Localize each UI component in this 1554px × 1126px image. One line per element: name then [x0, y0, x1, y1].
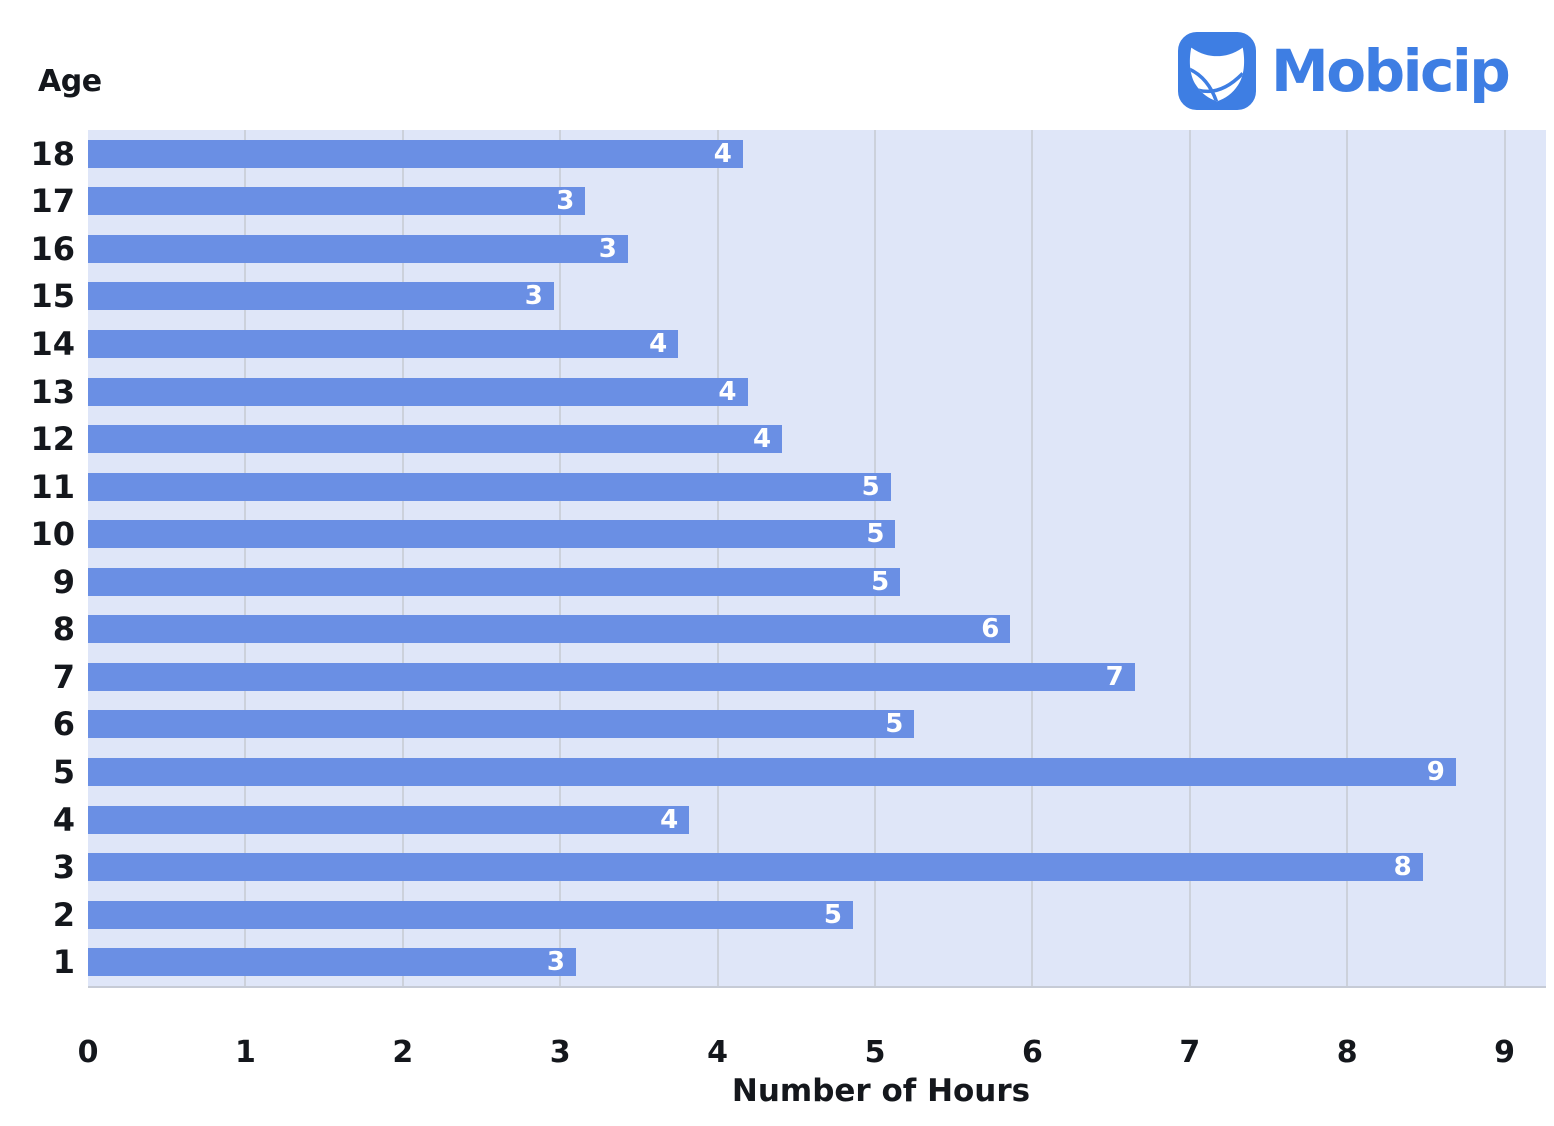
mobicip-wordmark: Mobicip: [1271, 37, 1511, 105]
y-tick-label-10: 10: [30, 515, 75, 554]
bar-age-16: 3: [88, 233, 628, 264]
gridline-5: [874, 130, 876, 986]
y-tick-label-8: 8: [52, 610, 75, 649]
bar-value-label: 4: [713, 138, 732, 169]
x-tick-label-1: 1: [234, 1035, 256, 1070]
x-tick-label-6: 6: [1021, 1035, 1043, 1070]
x-tick-label-7: 7: [1179, 1035, 1201, 1070]
gridline-8: [1346, 130, 1349, 986]
x-tick-label-9: 9: [1494, 1035, 1516, 1070]
mobicip-logo: Mobicip: [1178, 32, 1511, 110]
bar-value-label: 3: [598, 233, 617, 264]
bar-value-label: 8: [1393, 852, 1412, 883]
bar-value-label: 9: [1426, 757, 1445, 787]
gridline-4: [716, 130, 719, 986]
bar-age-14: 4: [88, 329, 679, 359]
y-tick-label-2: 2: [52, 895, 75, 934]
bar-value-label: 4: [718, 376, 737, 407]
bar-value-label: 6: [981, 614, 1000, 645]
bar-age-12: 4: [88, 424, 783, 455]
bar-age-17: 3: [88, 186, 586, 217]
bar-value-label: 4: [649, 329, 668, 359]
y-tick-label-18: 18: [30, 134, 75, 173]
bar-value-label: 4: [660, 804, 679, 835]
bar-age-15: 3: [88, 281, 554, 312]
bar-age-9: 5: [88, 566, 901, 597]
bar-value-label: 3: [524, 281, 543, 312]
mobicip-shield-icon: [1178, 32, 1256, 110]
x-tick-label-4: 4: [707, 1035, 729, 1070]
gridline-9: [1503, 130, 1506, 986]
bar-value-label: 5: [861, 471, 880, 502]
x-tick-label-2: 2: [392, 1035, 414, 1070]
gridline-1: [244, 130, 247, 986]
bar-age-1: 3: [88, 947, 576, 978]
y-tick-label-15: 15: [30, 277, 75, 316]
bar-age-6: 5: [88, 709, 915, 740]
bar-age-5: 9: [88, 758, 1456, 786]
y-tick-label-13: 13: [30, 372, 75, 411]
x-axis-title: Number of Hours: [731, 1073, 1031, 1109]
y-tick-label-14: 14: [30, 324, 75, 363]
bar-value-label: 4: [753, 424, 772, 455]
bar-value-label: 5: [871, 566, 890, 597]
gridline-7: [1188, 130, 1191, 986]
y-tick-label-11: 11: [30, 467, 75, 506]
bar-age-8: 6: [88, 614, 1011, 645]
x-tick-label-8: 8: [1336, 1035, 1358, 1070]
y-tick-label-4: 4: [52, 800, 75, 839]
y-tick-label-9: 9: [52, 562, 75, 601]
x-tick-label-3: 3: [549, 1035, 571, 1070]
bar-value-label: 7: [1105, 661, 1124, 692]
y-tick-label-17: 17: [30, 182, 75, 221]
bar-age-18: 4: [88, 138, 743, 169]
y-tick-label-7: 7: [52, 657, 75, 696]
gridline-6: [1031, 130, 1034, 986]
x-tick-label-5: 5: [864, 1035, 886, 1070]
gridline-3: [559, 130, 562, 986]
bar-age-10: 5: [88, 519, 896, 550]
bar-value-label: 3: [556, 186, 575, 217]
y-tick-label-16: 16: [30, 229, 75, 268]
bar-age-7: 7: [88, 661, 1135, 692]
bar-age-11: 5: [88, 471, 891, 502]
bar-age-13: 4: [88, 376, 748, 407]
bar-value-label: 3: [546, 947, 565, 978]
y-tick-label-12: 12: [30, 420, 75, 459]
bar-age-3: 8: [88, 852, 1423, 883]
bar-value-label: 5: [885, 709, 904, 740]
bar-value-label: 5: [866, 519, 885, 550]
bar-age-4: 4: [88, 804, 690, 835]
bar-age-2: 5: [88, 899, 853, 930]
y-tick-label-1: 1: [52, 943, 75, 982]
x-tick-label-0: 0: [77, 1035, 99, 1070]
y-axis-title: Age: [38, 64, 102, 99]
y-tick-label-6: 6: [52, 705, 75, 744]
gridline-2: [401, 130, 404, 986]
y-tick-label-3: 3: [52, 848, 75, 887]
y-tick-label-5: 5: [52, 752, 75, 791]
bar-value-label: 5: [823, 899, 842, 930]
